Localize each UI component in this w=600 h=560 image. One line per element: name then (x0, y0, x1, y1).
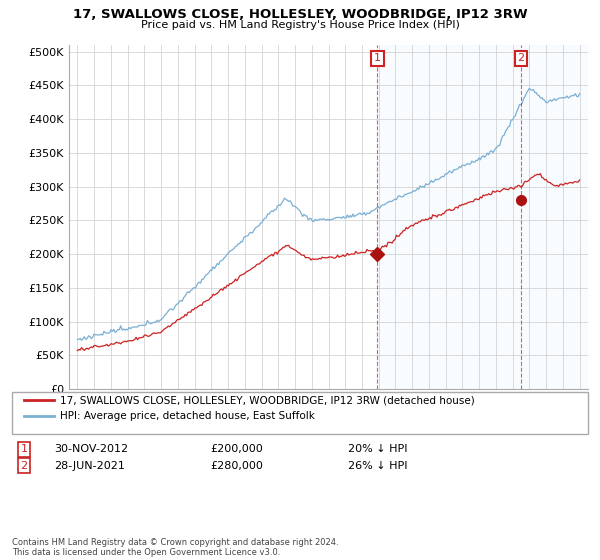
Text: 2: 2 (517, 53, 524, 63)
Text: Price paid vs. HM Land Registry's House Price Index (HPI): Price paid vs. HM Land Registry's House … (140, 20, 460, 30)
Text: £200,000: £200,000 (210, 444, 263, 454)
Text: 2: 2 (20, 461, 28, 471)
Text: 28-JUN-2021: 28-JUN-2021 (54, 461, 125, 471)
Text: 26% ↓ HPI: 26% ↓ HPI (348, 461, 407, 471)
Text: 17, SWALLOWS CLOSE, HOLLESLEY, WOODBRIDGE, IP12 3RW: 17, SWALLOWS CLOSE, HOLLESLEY, WOODBRIDG… (73, 8, 527, 21)
Text: Contains HM Land Registry data © Crown copyright and database right 2024.
This d: Contains HM Land Registry data © Crown c… (12, 538, 338, 557)
Bar (377, 45, 588, 389)
Text: HPI: Average price, detached house, East Suffolk: HPI: Average price, detached house, East… (60, 410, 315, 421)
Text: 30-NOV-2012: 30-NOV-2012 (54, 444, 128, 454)
Text: 20% ↓ HPI: 20% ↓ HPI (348, 444, 407, 454)
Text: 1: 1 (20, 444, 28, 454)
Text: 17, SWALLOWS CLOSE, HOLLESLEY, WOODBRIDGE, IP12 3RW (detached house): 17, SWALLOWS CLOSE, HOLLESLEY, WOODBRIDG… (60, 395, 475, 405)
Text: £280,000: £280,000 (210, 461, 263, 471)
Text: 1: 1 (374, 53, 381, 63)
